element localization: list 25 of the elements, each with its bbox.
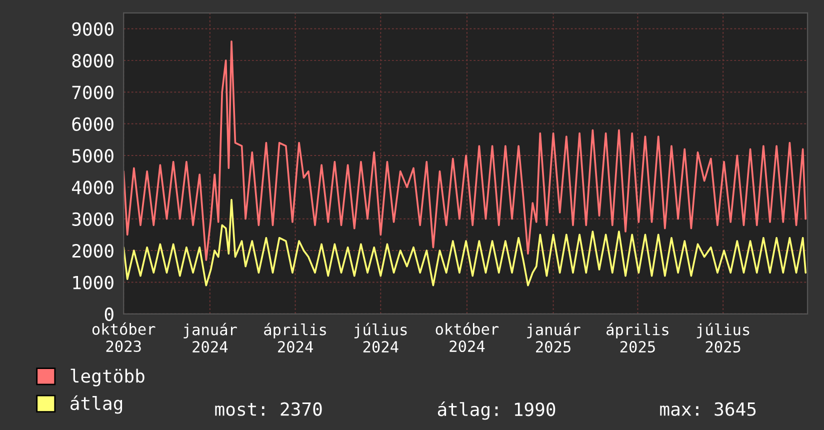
y-tick-label: 7000 [72,86,114,100]
x-tick-label: január 2024 [184,322,237,353]
legend-label: átlag [70,395,122,414]
x-tick-label: július 2025 [696,322,750,353]
text: max: 3645 [660,402,756,416]
line-series [124,40,807,261]
y-tick-label: 0 [104,307,114,322]
y-tick-label: 6000 [72,117,114,131]
y-tick-label: 9000 [72,22,114,36]
line-series [124,198,807,286]
x-tick-label: január 2025 [527,322,580,353]
y-tick-label: 1000 [73,276,114,290]
y-tick-label: 8000 [72,54,114,68]
x-tick-label: július 2024 [354,322,407,353]
text: most: 2370 [215,402,322,416]
text: átlag: 1990 [438,401,556,420]
x-tick-label: április 2025 [606,322,668,353]
x-tick-label: október 2023 [92,322,156,352]
y-tick-label: 4000 [72,180,114,194]
legend-label: legtöbb [70,368,144,386]
y-tick-label: 2000 [72,244,114,258]
x-tick-label: október 2024 [436,322,499,352]
y-tick-label: 3000 [72,212,114,226]
y-tick-label: 5000 [72,148,114,163]
x-tick-label: április 2024 [264,322,326,353]
